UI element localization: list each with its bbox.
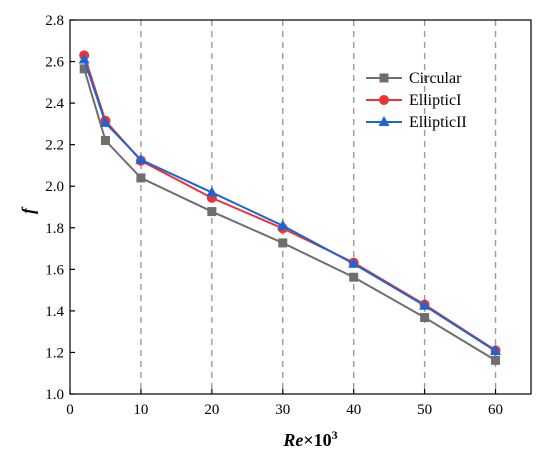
data-point-ellipticii [348,257,360,268]
x-tick-label: 60 [488,402,503,418]
y-tick-label: 1.8 [45,221,64,237]
x-tick-label: 50 [417,402,432,418]
x-axis-title-main: Re [282,430,303,450]
legend-label-elliptici: EllipticI [409,92,461,109]
series-circular [79,64,501,365]
data-point-circular [207,207,217,217]
data-point-circular [278,238,288,248]
series-group [78,50,502,365]
legend-label-circular: Circular [409,70,462,87]
legend: Circular EllipticI EllipticII [366,70,467,131]
x-axis-title-suffix: ×10 [303,430,331,450]
data-point-ellipticii [99,116,111,127]
data-point-ellipticii [135,153,147,164]
y-tick-label: 1.2 [45,345,64,361]
data-point-circular [491,355,501,365]
y-tick-label: 2.2 [45,138,64,154]
data-point-ellipticii [490,344,502,355]
y-axis-title: f [18,206,38,214]
y-tick-label: 2.8 [45,13,64,29]
series-line-circular [83,68,497,362]
x-tick-label: 20 [204,402,219,418]
series-line-ellipticii [83,59,497,352]
legend-marker-circular [379,73,389,83]
data-point-ellipticii [206,186,218,197]
x-tick-label: 40 [346,402,361,418]
data-point-ellipticii [419,299,431,310]
data-point-circular [100,136,110,146]
series-ellipticii [78,53,502,355]
legend-marker-ellipticii [378,116,390,126]
axis-ticks: 0 10 20 30 40 50 60 1.0 1.2 1.4 1.6 1.8 2.0 2.2 2.4 2.6… [45,13,503,418]
data-point-circular [136,173,146,183]
plot-frame [69,19,532,395]
data-point-ellipticii [277,219,289,230]
legend-marker-elliptici [379,95,389,105]
y-tick-label: 2.0 [45,179,64,195]
data-point-circular [349,272,359,282]
y-tick-label: 1.6 [45,262,64,278]
x-axis-title: Re×103 [282,428,337,450]
x-tick-label: 30 [275,402,290,418]
y-tick-label: 2.6 [45,55,64,71]
y-tick-label: 2.4 [45,96,64,112]
data-point-ellipticii [78,53,90,64]
y-tick-label: 1.4 [45,304,64,320]
x-tick-label: 0 [66,402,74,418]
y-tick-label: 1.0 [45,387,64,403]
grid-lines [140,20,497,394]
data-point-circular [420,313,430,323]
legend-label-ellipticii: EllipticII [409,114,467,131]
x-axis-title-sup: 3 [332,428,338,442]
x-tick-label: 10 [133,402,148,418]
data-point-circular [79,64,89,74]
